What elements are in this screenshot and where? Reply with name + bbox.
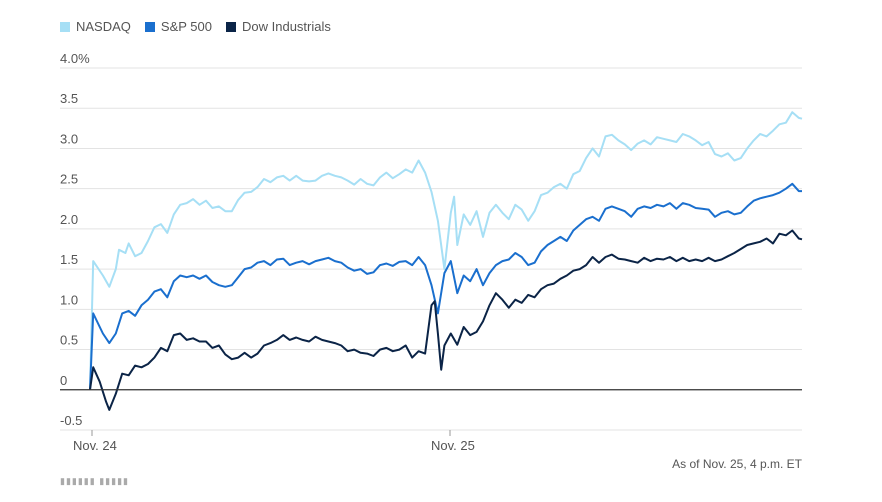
credit: ▮▮▮▮▮▮ ▮▮▮▮▮: [60, 476, 129, 486]
y-tick-label-4: 2.0: [60, 212, 78, 227]
legend: NASDAQ S&P 500 Dow Industrials: [60, 19, 331, 34]
y-tick-label-3: 2.5: [60, 172, 78, 187]
legend-item-nasdaq[interactable]: NASDAQ: [60, 19, 131, 34]
y-tick-label-9: -0.5: [60, 413, 82, 428]
y-tick-label-1: 3.5: [60, 91, 78, 106]
y-tick-label-0: 4.0%: [60, 51, 90, 66]
y-tick-label-2: 3.0: [60, 131, 78, 146]
legend-item-dow[interactable]: Dow Industrials: [226, 19, 331, 34]
legend-item-sp500[interactable]: S&P 500: [144, 19, 212, 34]
legend-label-sp500: S&P 500: [160, 19, 212, 34]
y-tick-label-6: 1.0: [60, 292, 78, 307]
legend-swatch-nasdaq: [60, 21, 70, 32]
y-tick-label-5: 1.5: [60, 252, 78, 267]
series-line-sp500: [89, 182, 802, 390]
legend-label-dow: Dow Industrials: [242, 19, 331, 34]
series-line-nasdaq: [89, 111, 803, 390]
footnote: As of Nov. 25, 4 p.m. ET: [672, 457, 802, 471]
series-line-dow: [89, 229, 803, 411]
legend-label-nasdaq: NASDAQ: [76, 19, 131, 34]
y-tick-label-7: 0.5: [60, 333, 78, 348]
y-tick-label-8: 0: [60, 373, 67, 388]
x-tick-label-0: Nov. 24: [73, 438, 117, 453]
legend-swatch-sp500: [144, 21, 155, 32]
x-tick-label-1: Nov. 25: [431, 438, 475, 453]
legend-swatch-dow: [226, 21, 236, 32]
